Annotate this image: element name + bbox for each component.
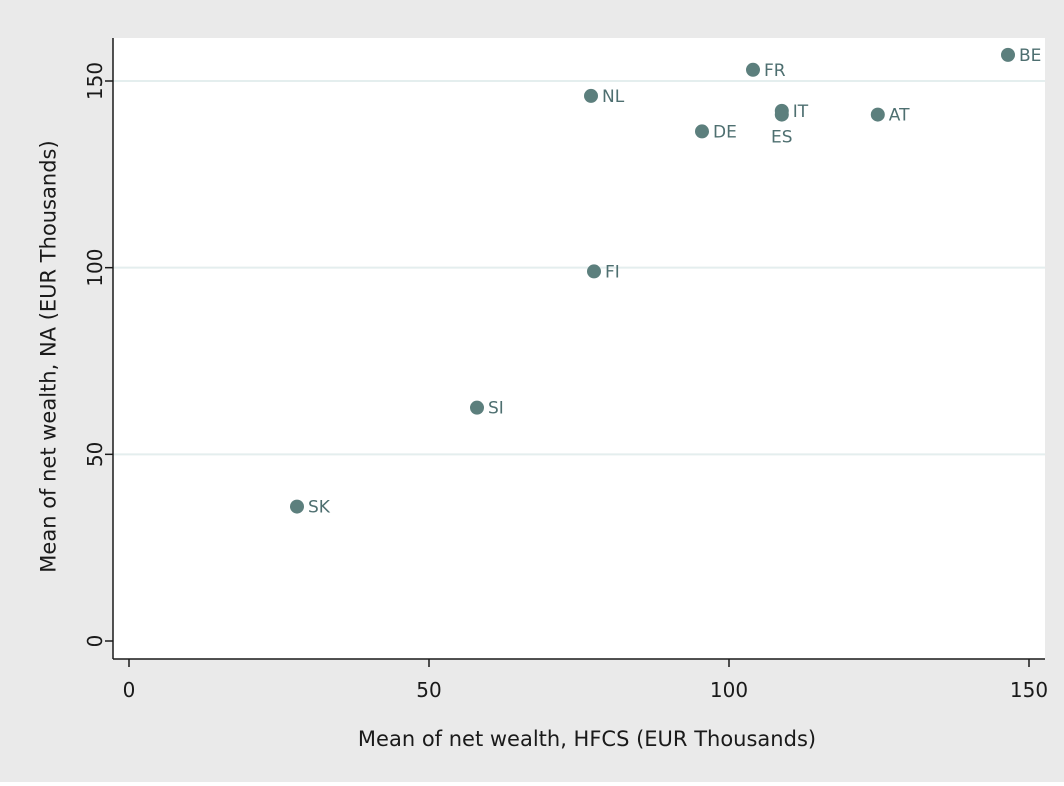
data-point-fr xyxy=(746,62,760,77)
point-label-sk: SK xyxy=(308,498,331,518)
x-tick-label: 150 xyxy=(1010,678,1048,702)
data-point-nl xyxy=(584,88,598,103)
gridlines xyxy=(113,80,1045,456)
y-axis-title: Mean of net wealth, NA (EUR Thousands) xyxy=(36,140,60,572)
point-label-si: SI xyxy=(488,399,504,419)
point-label-be: BE xyxy=(1019,46,1041,66)
point-label-es: ES xyxy=(771,128,793,148)
data-point-sk xyxy=(290,499,304,514)
point-label-at: AT xyxy=(889,106,910,126)
point-label-de: DE xyxy=(713,122,737,142)
x-tick-label: 100 xyxy=(710,678,748,702)
point-label-fi: FI xyxy=(605,262,620,282)
data-point-at xyxy=(870,107,885,122)
point-label-fr: FR xyxy=(764,61,786,81)
data-point-es xyxy=(774,107,789,122)
data-point-be xyxy=(1001,47,1015,62)
data-point-de xyxy=(695,124,709,139)
x-tick-label: 0 xyxy=(123,678,136,702)
data-point-si xyxy=(470,400,484,415)
x-axis-title: Mean of net wealth, HFCS (EUR Thousands) xyxy=(358,727,816,751)
y-tick-label: 0 xyxy=(83,635,107,648)
plot-area xyxy=(113,38,1045,659)
x-tick-label: 50 xyxy=(416,678,441,702)
point-label-nl: NL xyxy=(602,87,625,107)
point-label-it: IT xyxy=(793,102,809,122)
y-tick-label: 50 xyxy=(83,442,107,467)
axes: 0 50 100 150 0 50 100 150 xyxy=(83,38,1048,702)
data-point-fi xyxy=(587,264,601,279)
y-tick-label: 100 xyxy=(83,249,107,287)
y-tick-label: 150 xyxy=(83,62,107,100)
